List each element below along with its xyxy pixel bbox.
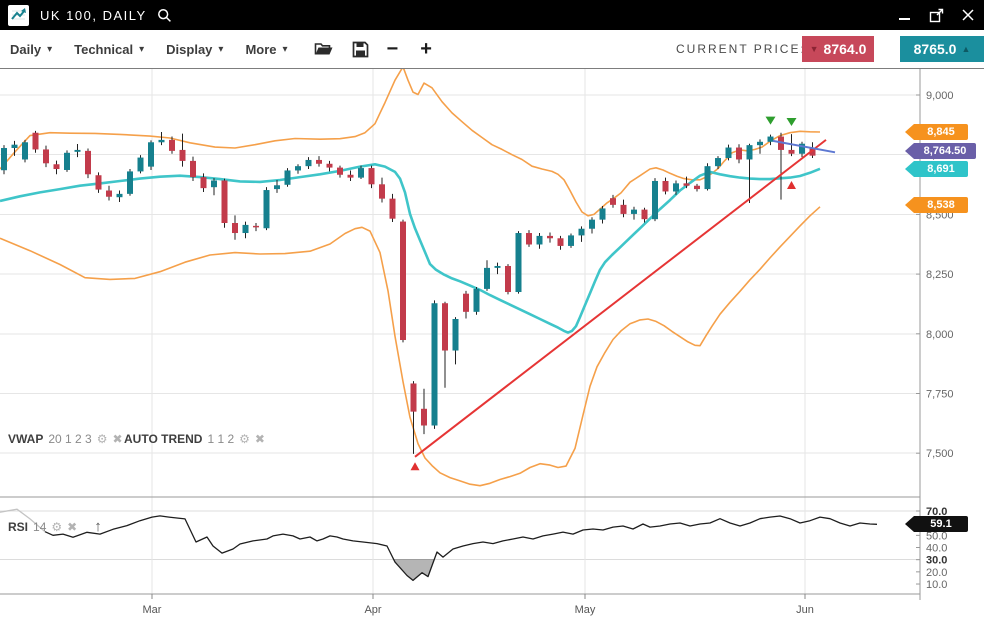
rsi-line [44,515,878,582]
rsi-panel [0,508,878,582]
rsi-value-badge: 59.1 [905,516,968,532]
buy-signal-marker [410,462,420,471]
month-tick-label: May [575,604,596,616]
auto-trend-remove-icon[interactable]: ✖ [254,432,265,446]
popout-icon[interactable] [928,7,944,23]
chevron-down-icon: ▾ [282,43,288,55]
rsi-legend: RSI 14 ⚙ ✖ ↑ [8,518,102,535]
save-icon[interactable] [352,41,369,58]
rsi-tick-label: 20.0 [926,567,947,579]
title-bar: UK 100, DAILY [0,0,984,30]
rsi-legend-params: 14 [33,519,47,534]
timeframe-menu-button[interactable]: Daily ▾ [10,42,52,57]
auto-trend-legend-params: 1 1 2 [207,432,235,446]
vwap-settings-gear-icon[interactable]: ⚙ [96,432,108,446]
month-tick-label: Apr [364,604,381,616]
month-tick-label: Jun [796,604,814,616]
current-price-label: CURRENT PRICE: [676,42,806,56]
current-price-badge: 8,764.50 [905,143,976,159]
rsi-legend-name: RSI [8,519,29,534]
price-tick-label: 7,750 [926,389,954,401]
technical-menu-label: Technical [74,41,134,57]
buy-signal-marker [787,180,796,189]
arrow-up-icon: ▲ [961,44,971,54]
chart-area: 9,0008,7508,5008,2508,0007,7507,50070.06… [0,69,984,620]
vwap-remove-icon[interactable]: ✖ [112,432,123,446]
auto-trend-settings-gear-icon[interactable]: ⚙ [239,432,250,446]
candles-layer [1,130,816,454]
rsi-tick-label: 40.0 [926,543,947,555]
sell-signal-marker [765,116,776,125]
display-menu-label: Display [166,41,213,57]
price-tick-label: 7,500 [926,448,954,460]
sell-price-value: 8764.0 [823,41,867,57]
buy-price-value: 8765.0 [913,41,957,57]
window-controls [896,0,976,30]
chevron-down-icon: ▾ [218,43,224,55]
price-tick-label: 8,250 [926,269,954,281]
sell-signal-marker [786,118,797,127]
auto-trend-resistance-line [772,139,836,154]
sell-price-button[interactable]: ▼ 8764.0 [802,36,874,62]
auto-trend-legend-name: AUTO TREND [124,432,203,446]
timeframe-menu-label: Daily [10,41,42,57]
close-icon[interactable] [960,7,976,23]
auto-trend-support-line [414,139,827,458]
rsi-tick-label: 50.0 [926,530,947,542]
display-menu-button[interactable]: Display ▾ [166,42,223,57]
zoom-out-button[interactable]: − [386,38,399,60]
zoom-in-button[interactable]: + [420,38,432,60]
more-menu-button[interactable]: More ▾ [245,42,287,57]
rsi-tick-label: 70.0 [926,506,947,518]
vwap-lower-band-line [0,206,821,487]
rsi-tick-label: 30.0 [926,555,947,567]
buy-price-button[interactable]: 8765.0 ▲ [900,36,984,62]
price-tick-label: 8,000 [926,329,954,341]
instrument-title: UK 100, DAILY [40,7,147,23]
auto-trend-legend: AUTO TREND 1 1 2 ⚙ ✖ [124,432,265,446]
vwap-legend-name: VWAP [8,432,44,446]
price-chart-canvas[interactable]: 9,0008,7508,5008,2508,0007,7507,50070.06… [0,69,984,620]
vwap-upper-band-line [0,69,821,217]
vwap-legend: VWAP 20 1 2 3 ⚙ ✖ [8,432,123,446]
chart-logo-icon [8,4,29,26]
move-pane-up-icon[interactable]: ↑ [94,518,102,535]
toolbar: Daily ▾ Technical ▾ Display ▾ More ▾ [0,30,984,69]
arrow-down-icon: ▼ [809,44,819,54]
minimize-icon[interactable] [896,7,912,23]
vwap-legend-params: 20 1 2 3 [48,432,92,446]
rsi-oversold-fill [393,559,435,581]
upper-band-price-badge: 8,845 [905,124,968,140]
price-panel [0,69,836,487]
chevron-down-icon: ▾ [139,43,145,55]
chevron-down-icon: ▾ [47,43,53,55]
rsi-remove-icon[interactable]: ✖ [67,519,78,534]
open-folder-icon[interactable] [314,41,334,57]
vwap-price-badge: 8,691 [905,161,968,177]
vwap-line [0,163,821,334]
search-icon[interactable] [157,8,172,23]
technical-menu-button[interactable]: Technical ▾ [74,42,144,57]
lower-band-price-badge: 8,538 [905,197,968,213]
rsi-line-lead [0,508,46,533]
rsi-tick-label: 10.0 [926,579,947,591]
price-tick-label: 9,000 [926,90,954,102]
more-menu-label: More [245,41,277,57]
rsi-settings-gear-icon[interactable]: ⚙ [51,519,63,534]
month-tick-label: Mar [143,604,162,616]
